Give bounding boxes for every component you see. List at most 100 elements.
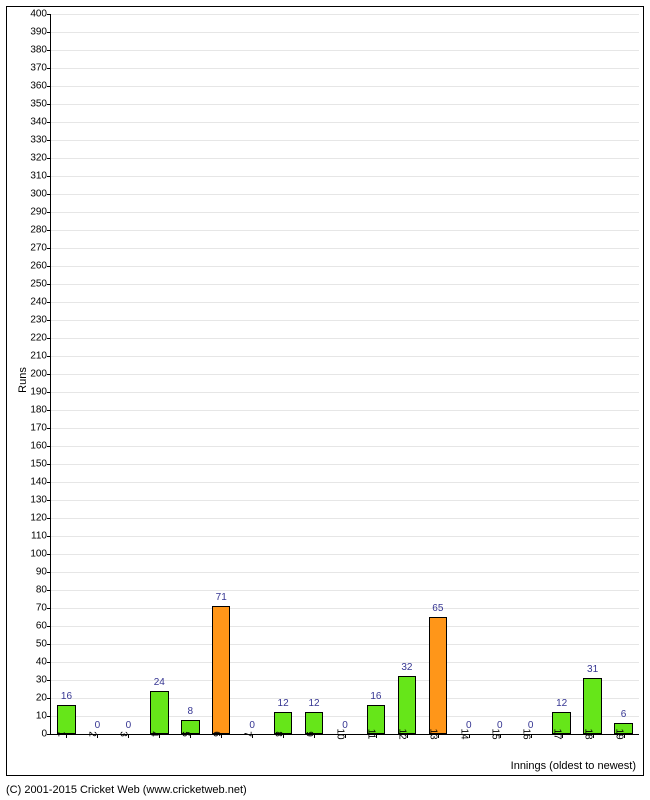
gridline (51, 644, 639, 645)
gridline (51, 410, 639, 411)
gridline (51, 446, 639, 447)
y-tick-label: 220 (30, 333, 51, 344)
gridline (51, 518, 639, 519)
bar-value-label: 24 (154, 677, 165, 688)
x-tick-label: 12 (396, 728, 417, 739)
y-tick-label: 300 (30, 189, 51, 200)
y-tick-label: 250 (30, 279, 51, 290)
gridline (51, 140, 639, 141)
bar-value-label: 0 (249, 720, 255, 731)
gridline (51, 176, 639, 177)
y-tick-label: 120 (30, 513, 51, 524)
bar-value-label: 6 (621, 709, 627, 720)
x-tick-label: 10 (335, 728, 356, 739)
gridline (51, 392, 639, 393)
gridline (51, 122, 639, 123)
x-tick-label: 7 (242, 731, 263, 737)
y-axis-title: Runs (17, 367, 29, 393)
plot-area: 0102030405060708090100110120130140150160… (50, 14, 639, 735)
gridline (51, 626, 639, 627)
gridline (51, 356, 639, 357)
x-tick-label: 9 (304, 731, 325, 737)
x-tick-label: 5 (180, 731, 201, 737)
y-tick-label: 280 (30, 225, 51, 236)
x-tick-label: 14 (458, 728, 479, 739)
x-tick-label: 19 (613, 728, 634, 739)
gridline (51, 554, 639, 555)
y-tick-label: 20 (36, 693, 51, 704)
gridline (51, 572, 639, 573)
chart-container: 0102030405060708090100110120130140150160… (0, 0, 650, 800)
gridline (51, 698, 639, 699)
bar-value-label: 16 (370, 691, 381, 702)
bar-value-label: 71 (216, 592, 227, 603)
gridline (51, 50, 639, 51)
bar-value-label: 65 (432, 603, 443, 614)
y-tick-label: 0 (41, 729, 51, 740)
y-tick-label: 320 (30, 153, 51, 164)
y-tick-label: 310 (30, 171, 51, 182)
bar-value-label: 12 (556, 698, 567, 709)
y-tick-label: 350 (30, 99, 51, 110)
y-tick-label: 70 (36, 603, 51, 614)
x-tick-label: 17 (551, 728, 572, 739)
gridline (51, 338, 639, 339)
y-tick-label: 390 (30, 27, 51, 38)
x-tick-label: 11 (365, 729, 386, 739)
gridline (51, 428, 639, 429)
gridline (51, 680, 639, 681)
y-tick-label: 60 (36, 621, 51, 632)
gridline (51, 248, 639, 249)
y-tick-label: 360 (30, 81, 51, 92)
bar-value-label: 32 (401, 662, 412, 673)
y-tick-label: 200 (30, 369, 51, 380)
x-tick-label: 2 (87, 731, 108, 737)
bar (57, 705, 76, 734)
gridline (51, 500, 639, 501)
gridline (51, 608, 639, 609)
y-tick-label: 40 (36, 657, 51, 668)
y-tick-label: 80 (36, 585, 51, 596)
bar-value-label: 8 (187, 706, 193, 717)
y-tick-label: 140 (30, 477, 51, 488)
gridline (51, 284, 639, 285)
bar-value-label: 12 (278, 698, 289, 709)
x-tick-label: 1 (56, 731, 77, 737)
y-tick-label: 170 (30, 423, 51, 434)
bar (398, 676, 417, 734)
y-tick-label: 210 (30, 351, 51, 362)
bar-value-label: 31 (587, 664, 598, 675)
y-tick-label: 160 (30, 441, 51, 452)
gridline (51, 14, 639, 15)
y-tick-label: 10 (36, 711, 51, 722)
x-tick-label: 16 (520, 728, 541, 739)
bar-value-label: 12 (308, 698, 319, 709)
x-tick-label: 15 (489, 728, 510, 739)
gridline (51, 212, 639, 213)
gridline (51, 230, 639, 231)
y-tick-label: 380 (30, 45, 51, 56)
y-tick-label: 90 (36, 567, 51, 578)
y-tick-label: 330 (30, 135, 51, 146)
x-tick-label: 4 (149, 731, 170, 737)
x-axis-title: Innings (oldest to newest) (511, 760, 636, 772)
y-tick-label: 190 (30, 387, 51, 398)
bar (583, 678, 602, 734)
y-tick-label: 110 (31, 531, 51, 542)
x-tick-label: 18 (582, 728, 603, 739)
gridline (51, 32, 639, 33)
y-tick-label: 370 (30, 63, 51, 74)
x-tick-label: 3 (118, 731, 139, 737)
gridline (51, 266, 639, 267)
gridline (51, 104, 639, 105)
gridline (51, 716, 639, 717)
bar-value-label: 0 (126, 720, 132, 731)
gridline (51, 536, 639, 537)
x-tick-label: 6 (211, 731, 232, 737)
y-tick-label: 290 (30, 207, 51, 218)
gridline (51, 302, 639, 303)
gridline (51, 374, 639, 375)
y-tick-label: 50 (36, 639, 51, 650)
y-tick-label: 230 (30, 315, 51, 326)
gridline (51, 662, 639, 663)
